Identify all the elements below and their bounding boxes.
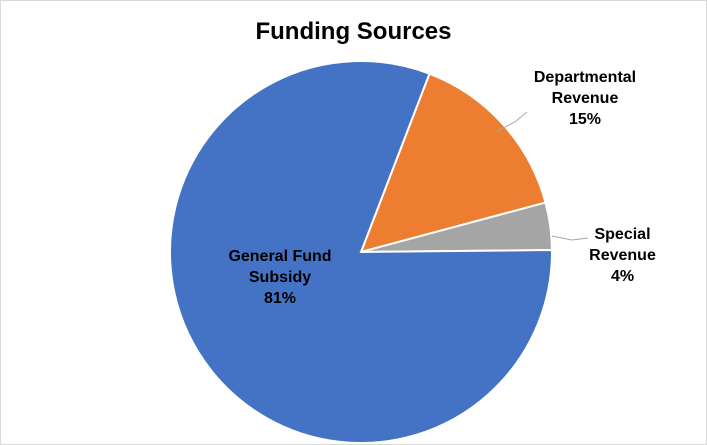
- label-line: Subsidy: [248, 269, 312, 286]
- data-label-departmental-revenue: Departmental Revenue 15%: [510, 67, 660, 130]
- pie-slice-general-fund-subsidy: [169, 60, 553, 444]
- label-percent: 4%: [610, 268, 635, 285]
- label-line: Special: [594, 226, 651, 243]
- pie-slice-departmental-revenue: [359, 72, 547, 254]
- label-line: General Fund: [228, 248, 332, 265]
- data-label-general-fund-subsidy: General Fund Subsidy 81%: [200, 246, 360, 309]
- data-label-special-revenue: Special Revenue 4%: [570, 224, 675, 287]
- label-percent: 15%: [568, 111, 602, 128]
- chart-title: Funding Sources: [255, 18, 452, 45]
- label-percent: 81%: [263, 290, 297, 307]
- leader-line-departmental: [496, 111, 528, 132]
- label-line: Revenue: [551, 90, 619, 107]
- leader-line-special: [551, 235, 589, 241]
- pie-slices: [169, 60, 554, 444]
- label-line: Departmental: [533, 69, 637, 86]
- label-line: Revenue: [589, 247, 656, 264]
- leader-lines: [496, 111, 589, 241]
